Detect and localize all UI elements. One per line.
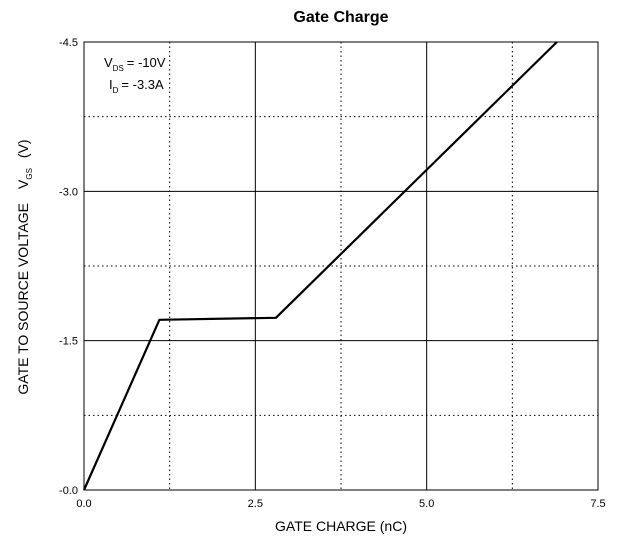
y-axis-label: GATE TO SOURCE VOLTAGE VGS (V) [15,139,34,394]
vds-symbol: V [104,55,113,70]
grid-lines [84,42,598,490]
svg-text:VDS= -10V: VDS = -10V [104,55,166,73]
y-axis-label-text: GATE TO SOURCE VOLTAGE [15,203,31,395]
gate-charge-curve [82,41,558,491]
chart-title: Gate Charge [293,9,388,26]
y-axis-unit: (V) [15,139,31,158]
y-tick-label: -3.0 [59,186,78,198]
y-tick-label: -1.5 [59,336,78,348]
y-axis-subscript: GS [25,168,34,180]
x-tick-label: 5.0 [419,498,434,510]
svg-text:GATE TO SOURCE VOLTAGEVGS(V): GATE TO SOURCE VOLTAGE VGS (V) [15,139,34,394]
plot-border [83,41,599,491]
id-value: = -3.3A [121,77,164,92]
y-axis-symbol: V [15,179,31,189]
id-subscript: D [113,86,119,95]
x-tick-label: 2.5 [248,498,263,510]
plot-frame [83,41,599,491]
vds-value: = -10V [127,55,166,70]
id-symbol: I [109,77,113,92]
x-axis-label: GATE CHARGE (nC) [275,518,407,534]
x-tick-label: 0.0 [76,498,91,510]
y-tick-label: -4.5 [59,37,78,49]
y-tick-label: -0.0 [59,485,78,497]
condition-vds: VDS = -10V [104,55,166,73]
condition-id: ID = -3.3A [109,77,164,95]
y-tick-labels: -0.0 -1.5 -3.0 -4.5 [59,37,78,497]
vds-subscript: DS [113,64,124,73]
x-tick-labels: 0.0 2.5 5.0 7.5 [76,498,605,510]
svg-text:ID= -3.3A: ID = -3.3A [109,77,164,95]
x-tick-label: 7.5 [590,498,605,510]
data-series [82,41,558,491]
